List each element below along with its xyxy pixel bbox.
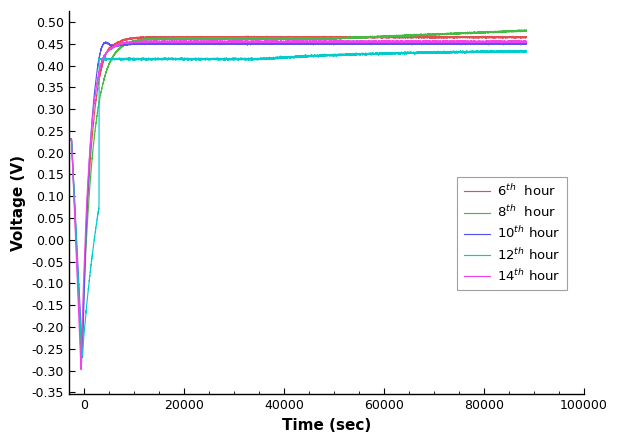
- 8$^{th}$  hour: [523, 28, 530, 33]
- 6$^{th}$  hour: [78, 361, 85, 366]
- 6$^{th}$  hour: [429, 34, 436, 40]
- 8$^{th}$  hour: [89, 147, 97, 152]
- 12$^{th}$ hour: [66, 137, 74, 143]
- 6$^{th}$  hour: [523, 35, 530, 40]
- 14$^{th}$ hour: [232, 39, 239, 44]
- 14$^{th}$ hour: [523, 39, 530, 44]
- Line: 6$^{th}$  hour: 6$^{th}$ hour: [70, 36, 527, 363]
- Line: 12$^{th}$ hour: 12$^{th}$ hour: [70, 50, 527, 357]
- 8$^{th}$  hour: [78, 350, 85, 355]
- 12$^{th}$ hour: [232, 56, 239, 61]
- 6$^{th}$  hour: [66, 136, 74, 142]
- Y-axis label: Voltage (V): Voltage (V): [11, 155, 26, 251]
- 10$^{th}$ hour: [79, 355, 86, 360]
- 10$^{th}$ hour: [357, 41, 364, 47]
- X-axis label: Time (sec): Time (sec): [282, 418, 371, 433]
- 14$^{th}$ hour: [66, 137, 74, 143]
- 12$^{th}$ hour: [89, 247, 97, 252]
- 12$^{th}$ hour: [523, 48, 530, 54]
- 12$^{th}$ hour: [78, 354, 85, 360]
- 8$^{th}$  hour: [429, 32, 436, 37]
- 8$^{th}$  hour: [337, 36, 344, 41]
- 10$^{th}$ hour: [405, 41, 412, 46]
- 6$^{th}$  hour: [337, 35, 344, 40]
- 12$^{th}$ hour: [429, 51, 436, 56]
- 6$^{th}$  hour: [232, 35, 239, 40]
- 14$^{th}$ hour: [412, 38, 420, 43]
- 8$^{th}$  hour: [405, 33, 412, 38]
- 12$^{th}$ hour: [517, 48, 525, 53]
- 10$^{th}$ hour: [232, 41, 239, 47]
- 14$^{th}$ hour: [357, 39, 364, 44]
- 6$^{th}$  hour: [357, 34, 364, 40]
- 12$^{th}$ hour: [405, 51, 412, 56]
- 10$^{th}$ hour: [102, 40, 110, 45]
- 14$^{th}$ hour: [337, 39, 344, 44]
- 10$^{th}$ hour: [66, 138, 74, 143]
- 12$^{th}$ hour: [337, 52, 344, 57]
- 8$^{th}$  hour: [357, 35, 364, 40]
- 12$^{th}$ hour: [357, 52, 364, 57]
- 14$^{th}$ hour: [405, 39, 412, 44]
- 6$^{th}$  hour: [245, 33, 252, 39]
- Line: 8$^{th}$  hour: 8$^{th}$ hour: [70, 30, 527, 353]
- 10$^{th}$ hour: [337, 41, 344, 46]
- 6$^{th}$  hour: [405, 35, 412, 40]
- 10$^{th}$ hour: [429, 42, 436, 47]
- Legend: 6$^{th}$  hour, 8$^{th}$  hour, 10$^{th}$ hour, 12$^{th}$ hour, 14$^{th}$ hour: 6$^{th}$ hour, 8$^{th}$ hour, 10$^{th}$ …: [457, 177, 567, 290]
- Line: 10$^{th}$ hour: 10$^{th}$ hour: [70, 42, 527, 357]
- 8$^{th}$  hour: [521, 27, 528, 32]
- 6$^{th}$  hour: [89, 126, 97, 131]
- 8$^{th}$  hour: [66, 137, 74, 142]
- Line: 14$^{th}$ hour: 14$^{th}$ hour: [70, 40, 527, 369]
- 10$^{th}$ hour: [89, 106, 97, 111]
- 8$^{th}$  hour: [232, 36, 239, 41]
- 14$^{th}$ hour: [89, 112, 97, 117]
- 14$^{th}$ hour: [77, 367, 85, 372]
- 14$^{th}$ hour: [429, 39, 436, 44]
- 10$^{th}$ hour: [523, 41, 530, 47]
